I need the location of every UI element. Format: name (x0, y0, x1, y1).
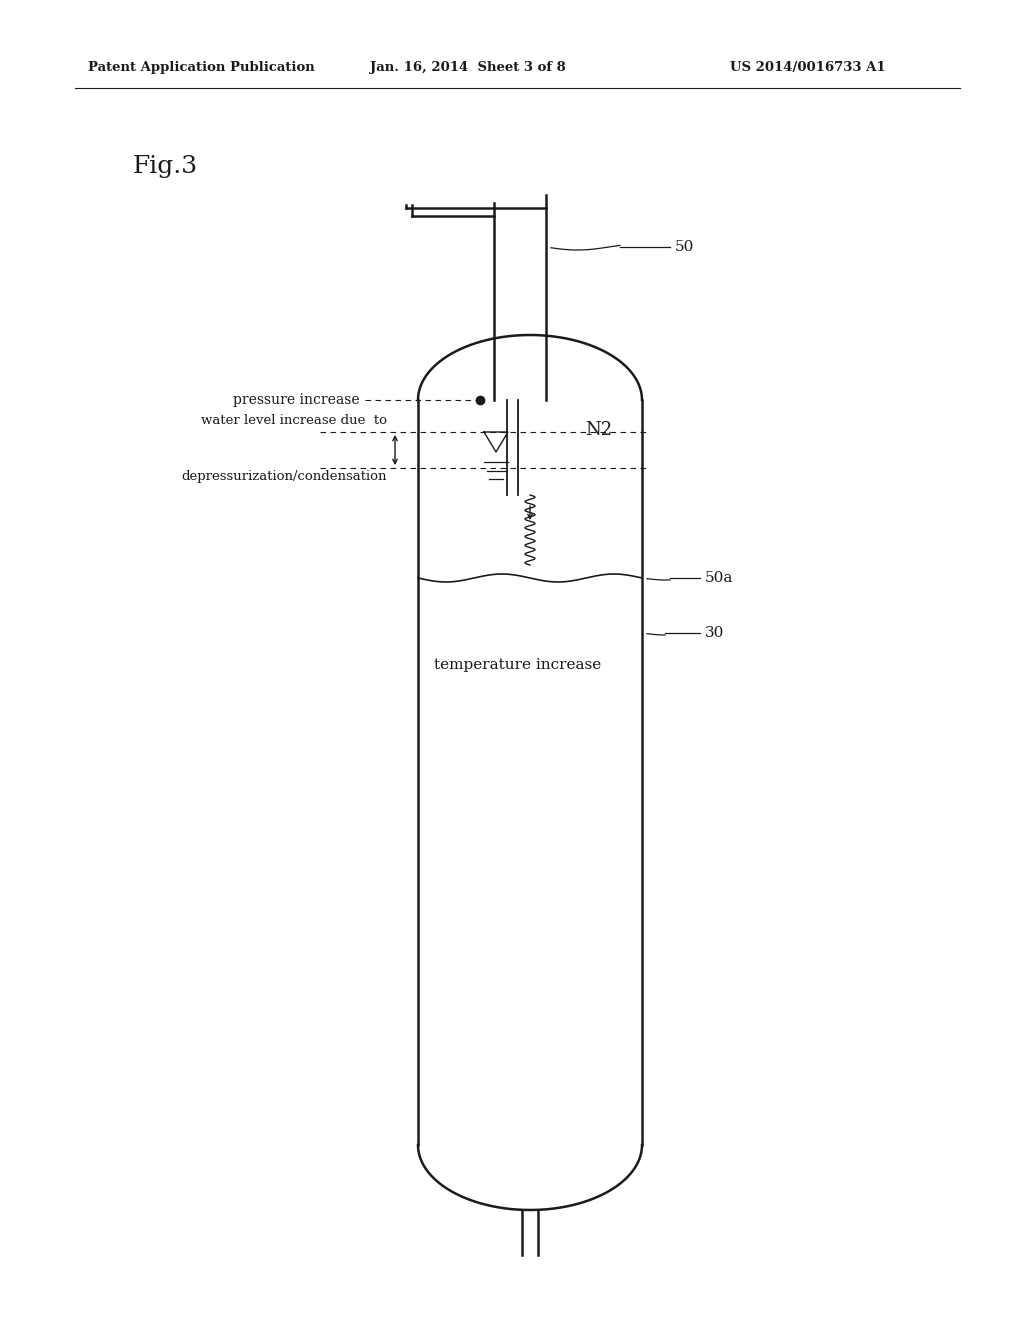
Text: Patent Application Publication: Patent Application Publication (88, 62, 314, 74)
Text: 50: 50 (675, 240, 694, 253)
Text: water level increase due  to: water level increase due to (201, 414, 387, 426)
Text: temperature increase: temperature increase (434, 657, 602, 672)
Text: Fig.3: Fig.3 (133, 154, 198, 178)
Text: depressurization/condensation: depressurization/condensation (181, 470, 387, 483)
Text: N2: N2 (585, 421, 612, 440)
Text: 50a: 50a (705, 572, 733, 585)
Text: 30: 30 (705, 626, 724, 640)
Text: Jan. 16, 2014  Sheet 3 of 8: Jan. 16, 2014 Sheet 3 of 8 (370, 62, 565, 74)
Text: pressure increase: pressure increase (233, 393, 360, 407)
Text: US 2014/0016733 A1: US 2014/0016733 A1 (730, 62, 886, 74)
